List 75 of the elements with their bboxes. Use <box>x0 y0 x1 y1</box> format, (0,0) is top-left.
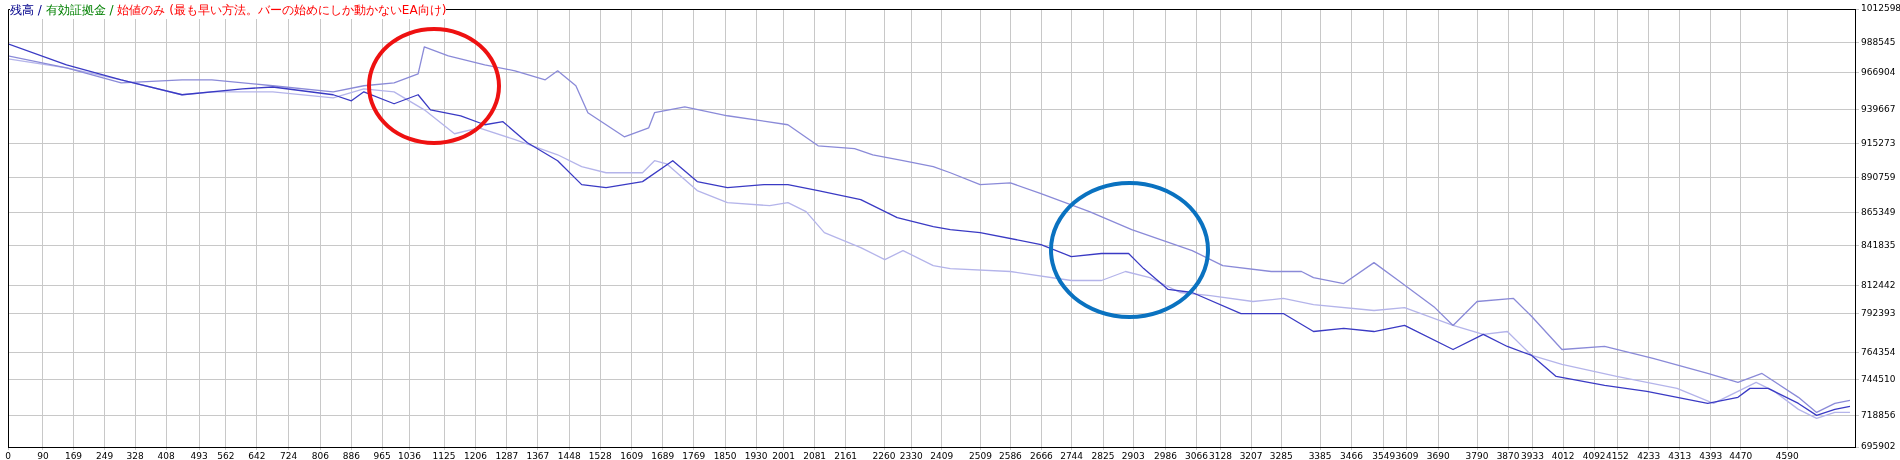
x-tick-label: 2330 <box>899 450 923 460</box>
x-tick-label: 3207 <box>1239 450 1263 460</box>
x-tick-label: 1206 <box>464 450 488 460</box>
x-tick-label: 4590 <box>1775 450 1799 460</box>
x-tick-label: 3790 <box>1465 450 1489 460</box>
x-tick-label: 2081 <box>803 450 827 460</box>
y-tick-label: 764354 <box>1861 346 1896 357</box>
x-tick-label: 90 <box>37 450 49 460</box>
y-tick-label: 988545 <box>1861 36 1896 47</box>
x-tick-label: 3285 <box>1269 450 1293 460</box>
x-tick-label: 328 <box>126 450 144 460</box>
x-tick-label: 3870 <box>1496 450 1520 460</box>
x-tick-label: 0 <box>5 450 12 460</box>
x-tick-label: 642 <box>248 450 266 460</box>
x-tick-label: 1036 <box>398 450 422 460</box>
x-tick-label: 4233 <box>1637 450 1661 460</box>
x-tick-label: 1689 <box>651 450 675 460</box>
x-tick-label: 4152 <box>1605 450 1629 460</box>
x-tick-label: 724 <box>280 450 298 460</box>
x-tick-label: 3385 <box>1308 450 1332 460</box>
x-tick-label: 408 <box>157 450 176 460</box>
x-tick-label: 2666 <box>1029 450 1054 460</box>
x-tick-label: 4092 <box>1582 450 1606 460</box>
x-tick-label: 1125 <box>432 450 456 460</box>
x-tick-label: 562 <box>217 450 235 460</box>
x-tick-label: 3549 <box>1372 450 1396 460</box>
x-tick-label: 3690 <box>1426 450 1451 460</box>
x-tick-label: 1930 <box>744 450 768 460</box>
x-tick-label: 806 <box>311 450 330 460</box>
x-tick-label: 1850 <box>713 450 737 460</box>
y-tick-label: 915273 <box>1861 137 1896 148</box>
x-tick-label: 2409 <box>930 450 954 460</box>
x-tick-label: 1609 <box>620 450 644 460</box>
x-tick-label: 2161 <box>834 450 858 460</box>
annotation: 始値のみ (最も早い方法。バーの始めにしか動かないEA向け) <box>117 3 447 17</box>
x-tick-label: 2903 <box>1121 450 1145 460</box>
y-tick-label: 939667 <box>1861 104 1896 115</box>
x-tick-label: 3609 <box>1395 450 1419 460</box>
x-tick-label: 886 <box>342 450 361 460</box>
x-tick-label: 3466 <box>1340 450 1364 460</box>
y-tick-label: 966904 <box>1861 66 1896 77</box>
x-tick-label: 2825 <box>1091 450 1115 460</box>
x-tick-label: 4313 <box>1668 450 1692 460</box>
x-tick-label: 3933 <box>1521 450 1544 460</box>
y-tick-label: 841835 <box>1861 239 1896 250</box>
x-tick-label: 3066 <box>1184 450 1209 460</box>
x-tick-label: 1769 <box>682 450 706 460</box>
x-tick-label: 4393 <box>1699 450 1723 460</box>
x-tick-label: 1287 <box>495 450 519 460</box>
y-tick-label: 792393 <box>1861 307 1896 318</box>
x-tick-label: 249 <box>95 450 114 460</box>
y-tick-label: 695902 <box>1861 441 1896 452</box>
x-tick-label: 4470 <box>1729 450 1753 460</box>
y-tick-label: 812442 <box>1861 280 1896 291</box>
x-tick-label: 2260 <box>872 450 896 460</box>
x-tick-label: 2986 <box>1153 450 1178 460</box>
x-tick-label: 169 <box>64 450 83 460</box>
annotation: 残高 / <box>10 3 43 17</box>
x-tick-label: 2001 <box>772 450 796 460</box>
annotation: 有効証拠金 / <box>45 3 115 17</box>
x-tick-label: 2509 <box>969 450 993 460</box>
x-tick-label: 1448 <box>557 450 581 460</box>
y-tick-label: 718856 <box>1861 409 1896 420</box>
y-tick-label: 1012598 <box>1861 3 1900 14</box>
x-tick-label: 2586 <box>998 450 1023 460</box>
x-tick-label: 3128 <box>1209 450 1233 460</box>
x-tick-label: 493 <box>190 450 208 460</box>
x-tick-label: 2744 <box>1060 450 1084 460</box>
x-tick-label: 965 <box>373 450 391 460</box>
y-tick-label: 865349 <box>1861 206 1896 217</box>
x-tick-label: 1528 <box>588 450 613 460</box>
x-tick-label: 4012 <box>1551 450 1575 460</box>
y-tick-label: 890759 <box>1861 171 1896 182</box>
y-tick-label: 744510 <box>1861 374 1896 385</box>
x-tick-label: 1367 <box>526 450 550 460</box>
